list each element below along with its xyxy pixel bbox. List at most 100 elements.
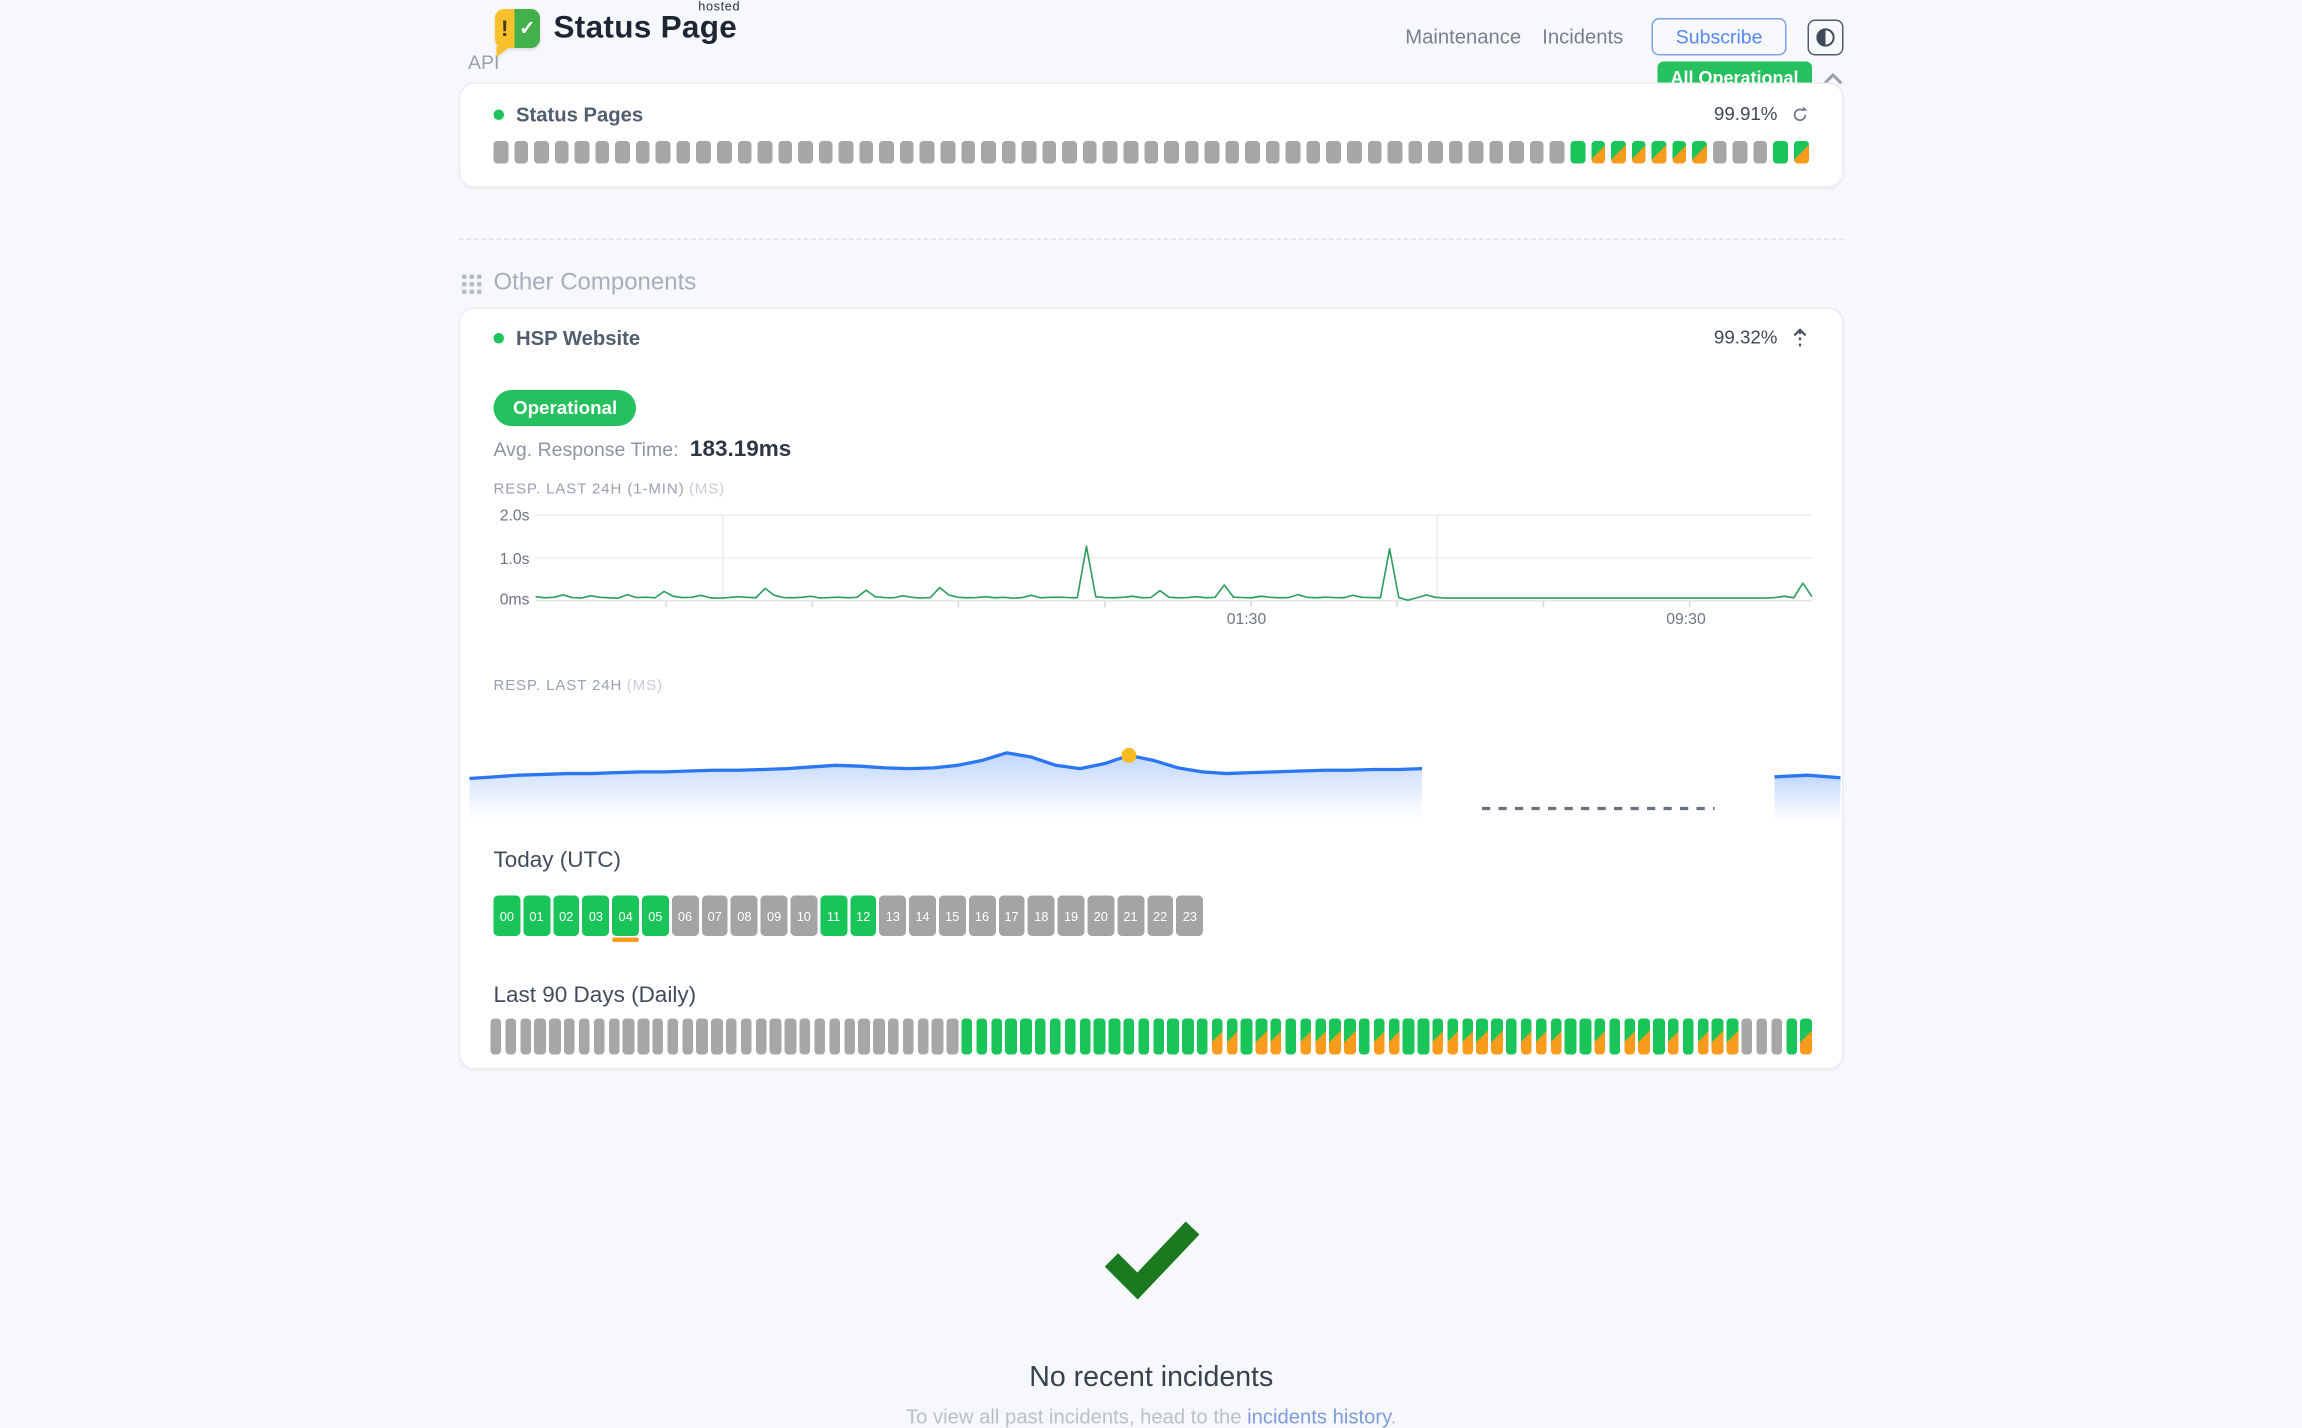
uptime-bar[interactable]	[595, 141, 609, 164]
uptime-bar[interactable]	[1668, 1019, 1679, 1055]
hour-block-15[interactable]: 15	[939, 896, 966, 937]
uptime-bar[interactable]	[1315, 1019, 1326, 1055]
hour-block-20[interactable]: 20	[1087, 896, 1114, 937]
uptime-bar[interactable]	[1285, 1019, 1296, 1055]
uptime-bar[interactable]	[1123, 141, 1137, 164]
uptime-bar[interactable]	[1205, 141, 1219, 164]
uptime-bar[interactable]	[1359, 1019, 1370, 1055]
uptime-bar[interactable]	[798, 141, 812, 164]
uptime-bar[interactable]	[829, 1019, 840, 1055]
uptime-bar[interactable]	[1168, 1019, 1179, 1055]
uptime-bar[interactable]	[1164, 141, 1178, 164]
uptime-bar[interactable]	[1153, 1019, 1164, 1055]
uptime-bar[interactable]	[814, 1019, 825, 1055]
uptime-bar[interactable]	[1591, 141, 1605, 164]
uptime-bar[interactable]	[1794, 141, 1808, 164]
uptime-bar[interactable]	[1403, 1019, 1414, 1055]
uptime-bar[interactable]	[991, 1019, 1002, 1055]
uptime-bar[interactable]	[1653, 1019, 1664, 1055]
uptime-bar[interactable]	[1631, 141, 1645, 164]
uptime-bar[interactable]	[1506, 1019, 1517, 1055]
nav-incidents[interactable]: Incidents	[1542, 26, 1623, 49]
uptime-bar[interactable]	[1477, 1019, 1488, 1055]
uptime-bar[interactable]	[1639, 1019, 1650, 1055]
uptime-bar[interactable]	[1035, 1019, 1046, 1055]
uptime-bar[interactable]	[903, 1019, 914, 1055]
uptime-bar[interactable]	[535, 1019, 546, 1055]
uptime-bar[interactable]	[1713, 141, 1727, 164]
uptime-bar[interactable]	[656, 141, 670, 164]
uptime-bar[interactable]	[770, 1019, 781, 1055]
uptime-bar[interactable]	[778, 141, 792, 164]
line-chart-canvas[interactable]	[536, 515, 1813, 610]
uptime-bar[interactable]	[1062, 141, 1076, 164]
hour-block-09[interactable]: 09	[761, 896, 788, 937]
uptime-bar[interactable]	[494, 141, 508, 164]
hour-block-22[interactable]: 22	[1147, 896, 1174, 937]
uptime-bar[interactable]	[737, 141, 751, 164]
nav-maintenance[interactable]: Maintenance	[1405, 26, 1521, 49]
hour-block-01[interactable]: 01	[523, 896, 550, 937]
uptime-bar[interactable]	[888, 1019, 899, 1055]
uptime-bar[interactable]	[1550, 1019, 1561, 1055]
subscribe-button[interactable]: Subscribe	[1652, 18, 1787, 56]
uptime-bar[interactable]	[676, 141, 690, 164]
uptime-bar[interactable]	[554, 141, 568, 164]
brand[interactable]: ! ✓ Status Page hosted	[495, 9, 737, 48]
uptime-bar[interactable]	[741, 1019, 752, 1055]
uptime-bar[interactable]	[636, 141, 650, 164]
uptime-bar[interactable]	[726, 1019, 737, 1055]
uptime-bar[interactable]	[1245, 141, 1259, 164]
uptime-bar[interactable]	[1786, 1019, 1797, 1055]
uptime-bar[interactable]	[1447, 1019, 1458, 1055]
uptime-bar[interactable]	[1433, 1019, 1444, 1055]
uptime-bar[interactable]	[652, 1019, 663, 1055]
uptime-bar[interactable]	[608, 1019, 619, 1055]
uptime-bar[interactable]	[1138, 1019, 1149, 1055]
uptime-bar[interactable]	[1672, 141, 1686, 164]
uptime-bar[interactable]	[873, 1019, 884, 1055]
uptime-bar[interactable]	[1079, 1019, 1090, 1055]
uptime-bar[interactable]	[615, 141, 629, 164]
uptime-bar[interactable]	[1536, 1019, 1547, 1055]
uptime-bar[interactable]	[717, 141, 731, 164]
uptime-bar[interactable]	[1733, 141, 1747, 164]
uptime-bar[interactable]	[1418, 1019, 1429, 1055]
uptime-bar[interactable]	[1570, 141, 1584, 164]
uptime-bar[interactable]	[962, 1019, 973, 1055]
uptime-bar[interactable]	[1712, 1019, 1723, 1055]
area-chart-canvas[interactable]	[462, 708, 1841, 825]
uptime-bar[interactable]	[1083, 141, 1097, 164]
uptime-bar[interactable]	[900, 141, 914, 164]
uptime-bar[interactable]	[1609, 1019, 1620, 1055]
uptime-bar[interactable]	[758, 141, 772, 164]
hour-block-04[interactable]: 04	[612, 896, 639, 937]
uptime-bar[interactable]	[1491, 1019, 1502, 1055]
hour-block-02[interactable]: 02	[553, 896, 580, 937]
uptime-bar[interactable]	[1050, 1019, 1061, 1055]
uptime-bar[interactable]	[1197, 1019, 1208, 1055]
hover-marker-dot[interactable]	[1121, 748, 1136, 763]
hour-block-08[interactable]: 08	[731, 896, 758, 937]
uptime-bar[interactable]	[1580, 1019, 1591, 1055]
uptime-bar[interactable]	[1212, 1019, 1223, 1055]
uptime-bar[interactable]	[711, 1019, 722, 1055]
uptime-bar[interactable]	[1594, 1019, 1605, 1055]
uptime-bar[interactable]	[1306, 141, 1320, 164]
hour-block-05[interactable]: 05	[642, 896, 669, 937]
uptime-bar[interactable]	[1266, 141, 1280, 164]
uptime-bar[interactable]	[1347, 141, 1361, 164]
uptime-bar[interactable]	[1800, 1019, 1811, 1055]
uptime-bar[interactable]	[800, 1019, 811, 1055]
uptime-bar[interactable]	[514, 141, 528, 164]
uptime-bar[interactable]	[1006, 1019, 1017, 1055]
uptime-bar[interactable]	[638, 1019, 649, 1055]
uptime-bar[interactable]	[859, 141, 873, 164]
uptime-bar[interactable]	[564, 1019, 575, 1055]
uptime-bar[interactable]	[1756, 1019, 1767, 1055]
uptime-bar[interactable]	[1742, 1019, 1753, 1055]
hour-block-21[interactable]: 21	[1117, 896, 1144, 937]
uptime-bar[interactable]	[534, 141, 548, 164]
uptime-bar[interactable]	[1300, 1019, 1311, 1055]
hour-block-12[interactable]: 12	[850, 896, 877, 937]
